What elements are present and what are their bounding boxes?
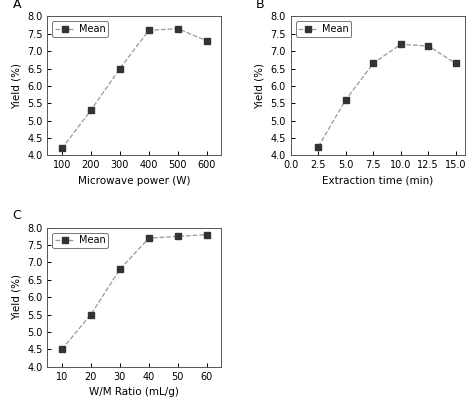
X-axis label: Microwave power (W): Microwave power (W): [78, 176, 191, 186]
Mean: [59, 347, 65, 352]
Mean: [88, 108, 94, 113]
Mean: [146, 28, 152, 33]
Legend: Mean: Mean: [52, 232, 108, 248]
Y-axis label: Yield (%): Yield (%): [255, 63, 265, 109]
Mean: [175, 26, 181, 31]
Line: Mean: Mean: [59, 26, 210, 151]
Mean: [204, 232, 210, 237]
Mean: [315, 144, 321, 149]
Text: A: A: [13, 0, 21, 11]
Mean: [117, 66, 123, 71]
Mean: [398, 42, 403, 47]
X-axis label: Extraction time (min): Extraction time (min): [322, 176, 433, 186]
Line: Mean: Mean: [315, 42, 458, 150]
Text: B: B: [256, 0, 264, 11]
Y-axis label: Yield (%): Yield (%): [11, 274, 21, 320]
Text: C: C: [13, 209, 21, 222]
Mean: [343, 97, 348, 102]
Mean: [425, 44, 431, 49]
Mean: [59, 146, 65, 151]
Legend: Mean: Mean: [296, 21, 352, 37]
Mean: [204, 38, 210, 43]
Mean: [175, 234, 181, 239]
Mean: [453, 61, 458, 66]
Line: Mean: Mean: [59, 232, 210, 352]
Mean: [370, 61, 376, 66]
X-axis label: W/M Ratio (mL/g): W/M Ratio (mL/g): [90, 387, 179, 397]
Y-axis label: Yield (%): Yield (%): [11, 63, 21, 109]
Mean: [88, 312, 94, 317]
Mean: [146, 236, 152, 241]
Legend: Mean: Mean: [52, 21, 108, 37]
Mean: [117, 267, 123, 272]
